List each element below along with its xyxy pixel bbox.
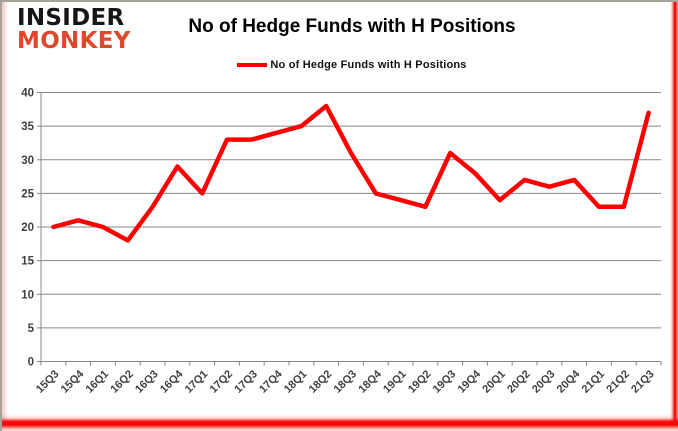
x-tick-label: 19Q1 xyxy=(381,368,409,396)
y-tick-label: 0 xyxy=(28,357,34,369)
x-tick-label: 16Q2 xyxy=(108,368,136,396)
x-tick-label: 18Q3 xyxy=(332,368,360,396)
x-tick-label: 20Q4 xyxy=(555,368,583,396)
x-tick-label: 15Q3 xyxy=(34,368,62,396)
y-tick-label: 10 xyxy=(21,289,34,301)
x-tick-label: 16Q4 xyxy=(158,368,186,396)
x-tick-label: 19Q2 xyxy=(406,368,434,396)
chart-title: No of Hedge Funds with H Positions xyxy=(188,16,516,37)
series-line xyxy=(51,103,651,243)
y-tick-label: 35 xyxy=(21,121,34,133)
x-tick-label: 19Q3 xyxy=(431,368,459,396)
x-tick-label: 15Q4 xyxy=(59,368,87,396)
x-tick-label: 21Q1 xyxy=(580,368,608,396)
x-tick-label: 21Q3 xyxy=(629,368,657,396)
x-tick-label: 19Q4 xyxy=(456,368,484,396)
logo-line-monkey: MONKEY xyxy=(17,27,131,54)
x-tick-label: 17Q3 xyxy=(232,368,260,396)
y-tick-label: 5 xyxy=(28,323,35,335)
legend-line xyxy=(237,63,268,67)
y-tick-label: 30 xyxy=(21,155,34,167)
y-tick-label: 20 xyxy=(21,222,34,234)
x-tick-label: 20Q1 xyxy=(480,368,508,396)
x-tick-label: 18Q1 xyxy=(282,368,310,396)
logo-line-insider: INSIDER xyxy=(17,5,125,31)
x-tick-label: 17Q2 xyxy=(208,368,236,396)
x-tick-label: 21Q2 xyxy=(604,368,632,396)
legend: No of Hedge Funds with H Positions xyxy=(42,59,662,71)
y-tick-label: 40 xyxy=(21,88,34,100)
x-tick-label: 18Q2 xyxy=(307,368,335,396)
x-tick-label: 17Q4 xyxy=(257,368,285,396)
x-tick-label: 20Q2 xyxy=(505,368,533,396)
x-tick-label: 17Q1 xyxy=(183,368,211,396)
x-tick-label: 16Q3 xyxy=(133,368,161,396)
x-tick-label: 20Q3 xyxy=(530,368,558,396)
y-tick-label: 25 xyxy=(21,188,34,200)
y-tick-label: 15 xyxy=(21,256,34,268)
legend-label: No of Hedge Funds with H Positions xyxy=(270,59,467,71)
insider-monkey-logo: INSIDER MONKEY xyxy=(17,7,131,52)
x-tick-label: 16Q1 xyxy=(84,368,112,396)
x-tick-label: 18Q4 xyxy=(356,368,384,396)
